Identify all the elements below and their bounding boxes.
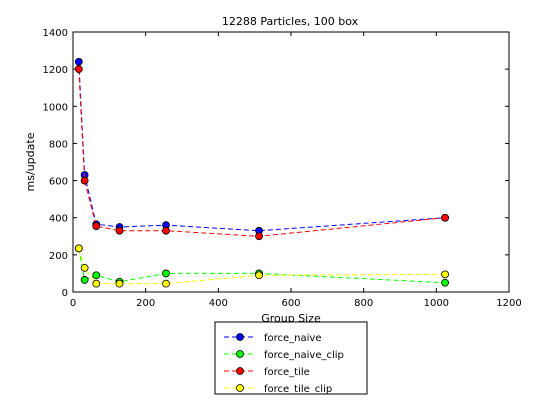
y-tick-label: 1000 [43, 102, 68, 113]
data-point [162, 226, 170, 235]
data-point [255, 271, 263, 280]
data-point [80, 276, 89, 284]
x-tick-label: 400 [209, 298, 228, 309]
data-point [115, 279, 124, 288]
legend-item: force_tile [224, 367, 310, 378]
y-tick-label: 0 [62, 288, 68, 299]
y-tick-label: 1200 [43, 65, 68, 76]
data-point [92, 271, 101, 280]
data-point [441, 213, 449, 222]
y-tick-label: 800 [49, 139, 68, 150]
series-layer [74, 57, 449, 288]
data-point [441, 278, 449, 287]
legend-marker [236, 367, 244, 375]
y-axis: 0 200 400 600 800 1000 1200 1400 [43, 28, 509, 299]
series-force-tile [74, 65, 449, 241]
x-axis: 0 200 400 600 800 1000 1200 [70, 32, 522, 309]
y-axis-label: ms/update [24, 132, 37, 191]
data-point [80, 176, 89, 185]
x-tick-label: 1200 [496, 298, 521, 309]
y-tick-label: 1400 [43, 28, 68, 39]
x-tick-label: 0 [70, 298, 76, 309]
legend-label: force_tile [264, 367, 310, 378]
legend-item: force_naive_clip [224, 350, 344, 361]
data-point [92, 222, 101, 230]
legend-item: force_naive [224, 333, 322, 344]
x-tick-label: 200 [136, 298, 155, 309]
legend-marker [236, 350, 244, 358]
series-force-tile-clip [74, 244, 449, 288]
x-tick-label: 600 [281, 298, 300, 309]
data-point [92, 279, 101, 288]
data-point [74, 65, 83, 74]
y-tick-label: 400 [49, 214, 68, 225]
y-tick-label: 600 [49, 177, 68, 188]
data-point [74, 244, 83, 253]
plot-area [72, 31, 510, 293]
legend-label: force_naive [264, 333, 322, 344]
legend-marker [236, 384, 244, 392]
data-point [441, 270, 449, 279]
data-point [255, 232, 263, 241]
x-tick-label: 800 [354, 298, 373, 309]
legend-item: force_tile_clip [224, 384, 332, 395]
legend: force_naive force_naive_clip force_tilefor… [214, 321, 368, 395]
data-point [115, 226, 124, 235]
data-point [162, 269, 170, 278]
chart-title: 12288 Particles, 100 box [222, 15, 359, 28]
x-tick-label: 1000 [424, 298, 449, 309]
data-point [162, 279, 170, 288]
data-point [80, 263, 89, 272]
legend-label: force_naive_clip [264, 350, 344, 361]
legend-marker [236, 333, 244, 341]
data-point [74, 57, 83, 66]
y-tick-label: 200 [49, 251, 68, 262]
legend-label: force_tile_clip [264, 384, 332, 395]
